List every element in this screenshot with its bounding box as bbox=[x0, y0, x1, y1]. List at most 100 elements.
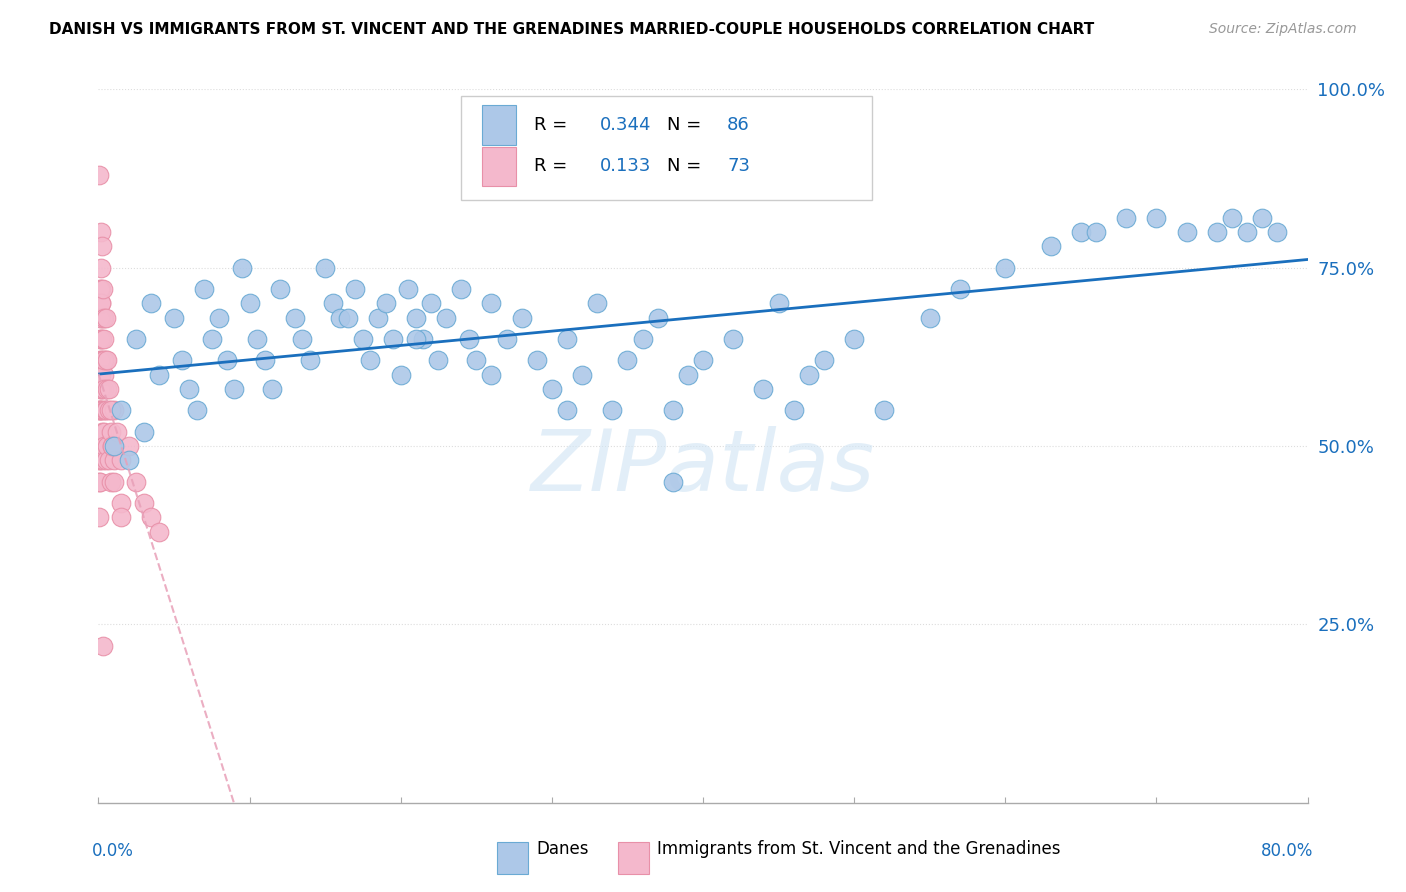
Point bbox=[768, 296, 790, 310]
Point bbox=[89, 403, 111, 417]
Point bbox=[336, 310, 359, 325]
Text: N =: N = bbox=[666, 157, 707, 175]
Point bbox=[526, 353, 548, 368]
Point bbox=[89, 475, 111, 489]
Point bbox=[1236, 225, 1258, 239]
Point bbox=[193, 282, 215, 296]
Text: 73: 73 bbox=[727, 157, 751, 175]
Point bbox=[389, 368, 412, 382]
Point bbox=[91, 453, 114, 467]
Point bbox=[555, 403, 578, 417]
Point bbox=[752, 382, 775, 396]
Point bbox=[344, 282, 367, 296]
Point bbox=[1085, 225, 1108, 239]
Point bbox=[1070, 225, 1092, 239]
Point bbox=[723, 332, 745, 346]
Point bbox=[94, 353, 117, 368]
Point bbox=[91, 282, 114, 296]
Point bbox=[1039, 239, 1062, 253]
Point bbox=[89, 168, 111, 182]
Point bbox=[434, 310, 457, 325]
Point bbox=[125, 475, 148, 489]
Point bbox=[90, 225, 112, 239]
Point bbox=[163, 310, 186, 325]
Point bbox=[231, 260, 253, 275]
Point bbox=[602, 403, 624, 417]
Point bbox=[89, 282, 111, 296]
Point bbox=[427, 353, 450, 368]
Point bbox=[918, 310, 941, 325]
Point bbox=[141, 296, 163, 310]
Point bbox=[382, 332, 405, 346]
Point bbox=[314, 260, 336, 275]
Text: DANISH VS IMMIGRANTS FROM ST. VINCENT AND THE GRENADINES MARRIED-COUPLE HOUSEHOL: DANISH VS IMMIGRANTS FROM ST. VINCENT AN… bbox=[49, 22, 1094, 37]
Point bbox=[93, 425, 115, 439]
Point bbox=[246, 332, 269, 346]
Point bbox=[1146, 211, 1168, 225]
Point bbox=[90, 282, 112, 296]
Text: Source: ZipAtlas.com: Source: ZipAtlas.com bbox=[1209, 22, 1357, 37]
Point bbox=[495, 332, 517, 346]
Point bbox=[98, 382, 121, 396]
Text: N =: N = bbox=[666, 116, 707, 134]
Point bbox=[90, 382, 112, 396]
Point bbox=[125, 332, 148, 346]
Point bbox=[647, 310, 669, 325]
Point bbox=[105, 425, 128, 439]
Point bbox=[94, 403, 117, 417]
Point bbox=[89, 453, 111, 467]
Text: 80.0%: 80.0% bbox=[1261, 842, 1313, 860]
Point bbox=[89, 332, 111, 346]
Point bbox=[457, 332, 479, 346]
Point bbox=[101, 439, 124, 453]
Point bbox=[89, 310, 111, 325]
Text: R =: R = bbox=[534, 116, 572, 134]
Text: R =: R = bbox=[534, 157, 572, 175]
Point bbox=[215, 353, 238, 368]
Point bbox=[89, 475, 111, 489]
Point bbox=[110, 510, 132, 524]
Point bbox=[797, 368, 820, 382]
Point bbox=[89, 403, 111, 417]
Point bbox=[450, 282, 472, 296]
FancyBboxPatch shape bbox=[461, 96, 872, 200]
Point bbox=[412, 332, 434, 346]
Point bbox=[90, 439, 112, 453]
Point bbox=[100, 403, 122, 417]
Bar bbox=[482, 146, 516, 186]
Point bbox=[284, 310, 307, 325]
Point bbox=[93, 310, 115, 325]
Point bbox=[91, 353, 114, 368]
Point bbox=[91, 639, 114, 653]
Point bbox=[118, 439, 141, 453]
Point bbox=[132, 425, 155, 439]
Point bbox=[1175, 225, 1198, 239]
Point bbox=[141, 510, 163, 524]
Point bbox=[148, 368, 170, 382]
Point bbox=[90, 260, 112, 275]
Point bbox=[89, 382, 111, 396]
Point bbox=[90, 296, 112, 310]
Point bbox=[90, 332, 112, 346]
Point bbox=[96, 439, 118, 453]
Point bbox=[555, 332, 578, 346]
Point bbox=[103, 403, 125, 417]
Point bbox=[100, 475, 122, 489]
Point bbox=[224, 382, 246, 396]
Text: Immigrants from St. Vincent and the Grenadines: Immigrants from St. Vincent and the Gren… bbox=[657, 840, 1060, 858]
Point bbox=[179, 382, 201, 396]
Point bbox=[90, 403, 112, 417]
Point bbox=[89, 439, 111, 453]
Point bbox=[329, 310, 352, 325]
Point bbox=[269, 282, 291, 296]
Point bbox=[103, 439, 125, 453]
Point bbox=[291, 332, 314, 346]
Point bbox=[89, 353, 111, 368]
Point bbox=[208, 310, 231, 325]
Point bbox=[783, 403, 806, 417]
Point bbox=[510, 310, 533, 325]
Point bbox=[91, 332, 114, 346]
Point bbox=[93, 368, 115, 382]
Point bbox=[1206, 225, 1229, 239]
Point bbox=[93, 382, 115, 396]
